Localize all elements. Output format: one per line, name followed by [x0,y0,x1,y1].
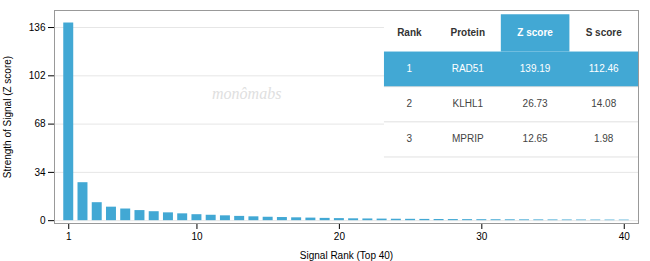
svg-text:KLHL1: KLHL1 [453,98,484,109]
svg-text:136: 136 [29,22,46,33]
svg-text:10: 10 [191,231,203,242]
svg-text:monômabs: monômabs [212,85,281,102]
svg-text:3: 3 [407,133,413,144]
svg-text:Protein: Protein [451,27,485,38]
svg-text:S score: S score [586,27,623,38]
svg-text:102: 102 [29,70,46,81]
svg-text:Strength of Signal (Z score): Strength of Signal (Z score) [2,56,13,178]
svg-text:14.08: 14.08 [591,98,616,109]
svg-text:Rank: Rank [397,27,422,38]
svg-text:12.65: 12.65 [523,133,548,144]
svg-text:1.98: 1.98 [594,133,614,144]
svg-text:RAD51: RAD51 [452,63,485,74]
svg-text:MPRIP: MPRIP [452,133,484,144]
svg-text:0: 0 [40,215,46,226]
svg-text:1: 1 [407,63,413,74]
svg-text:139.19: 139.19 [520,63,551,74]
svg-text:Z score: Z score [517,27,553,38]
svg-text:20: 20 [334,231,346,242]
svg-text:112.46: 112.46 [589,63,619,74]
svg-text:68: 68 [34,118,46,129]
svg-text:34: 34 [34,167,46,178]
svg-text:2: 2 [407,98,413,109]
svg-text:1: 1 [66,231,72,242]
svg-text:26.73: 26.73 [523,98,548,109]
svg-text:Signal Rank (Top 40): Signal Rank (Top 40) [300,250,393,261]
svg-text:40: 40 [619,231,631,242]
svg-text:30: 30 [476,231,488,242]
